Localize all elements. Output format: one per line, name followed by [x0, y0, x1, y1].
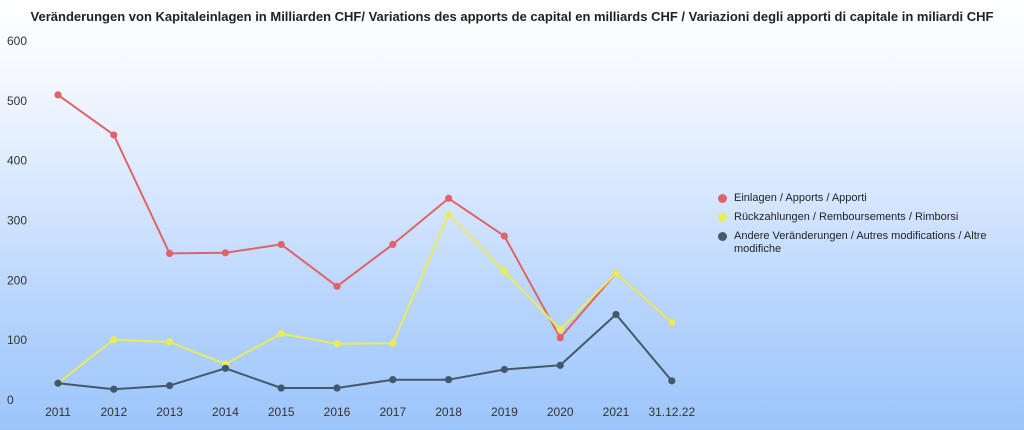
data-point — [556, 325, 564, 333]
data-point — [612, 310, 620, 319]
data-point — [277, 240, 285, 249]
data-point — [110, 335, 118, 344]
data-point — [221, 249, 229, 257]
legend-marker-icon — [718, 213, 727, 222]
data-point — [500, 365, 508, 374]
data-point — [277, 329, 285, 338]
data-point — [54, 91, 62, 99]
y-tick-label: 0 — [7, 393, 14, 407]
data-point — [277, 384, 285, 392]
legend-item[interactable]: Einlagen / Apports / Apporti — [718, 192, 1018, 205]
data-point — [110, 385, 118, 393]
x-tick-label: 2013 — [156, 405, 183, 419]
x-tick-label: 2012 — [100, 405, 127, 419]
legend-marker-icon — [718, 194, 727, 203]
series-line-1 — [57, 94, 673, 339]
y-axis: 0 100 200 300 400 500 600 — [7, 34, 27, 407]
x-tick-label: 2018 — [435, 405, 462, 419]
x-axis: 2011 2012 2013 2014 2015 2016 2017 2018 2019 2020… — [45, 405, 695, 419]
data-point — [166, 249, 174, 258]
data-point — [221, 364, 229, 372]
y-tick-label: 600 — [7, 34, 27, 48]
legend-label: Einlagen / Apports / Apporti — [734, 192, 867, 204]
data-point — [445, 210, 453, 219]
data-point — [668, 318, 676, 326]
data-point — [556, 334, 564, 342]
data-point — [333, 282, 341, 290]
x-tick-label: 2019 — [491, 405, 518, 419]
x-tick-label: 31.12.22 — [648, 405, 695, 419]
data-point — [445, 194, 453, 202]
data-point — [389, 240, 397, 249]
legend-item[interactable]: Rückzahlungen / Remboursements / Rimbors… — [718, 211, 1018, 224]
data-point — [333, 340, 341, 348]
series-layer — [54, 91, 676, 393]
x-tick-label: 2014 — [212, 405, 239, 419]
data-point — [389, 376, 397, 384]
series-line-2 — [57, 213, 673, 384]
legend: Einlagen / Apports / Apporti Rückzahlunge… — [718, 192, 1018, 262]
data-point — [166, 338, 174, 346]
data-point — [333, 384, 341, 392]
x-tick-label: 2015 — [268, 405, 295, 419]
data-point — [668, 377, 676, 385]
data-point — [110, 131, 118, 139]
x-tick-label: 2016 — [324, 405, 351, 419]
x-tick-label: 2017 — [379, 405, 406, 419]
legend-marker-icon — [718, 232, 727, 241]
data-point — [612, 269, 620, 277]
x-tick-label: 2020 — [547, 405, 574, 419]
y-tick-label: 400 — [7, 154, 27, 168]
legend-label: Rückzahlungen / Remboursements / Rimbors… — [734, 211, 959, 223]
legend-item[interactable]: Andere Veränderungen / Autres modificati… — [718, 230, 1018, 256]
data-point — [54, 379, 62, 387]
y-tick-label: 300 — [7, 214, 27, 228]
legend-label: Andere Veränderungen / Autres modificati… — [734, 230, 987, 255]
data-point — [445, 376, 453, 384]
data-point — [389, 339, 397, 347]
x-tick-label: 2011 — [45, 405, 71, 419]
chart-title: Veränderungen von Kapitaleinlagen in Mil… — [30, 9, 994, 24]
y-tick-label: 100 — [7, 333, 27, 347]
y-tick-label: 500 — [7, 94, 27, 108]
data-point — [166, 382, 174, 390]
y-tick-label: 200 — [7, 273, 27, 287]
data-point — [556, 361, 564, 369]
data-point — [500, 232, 508, 240]
x-tick-label: 2021 — [603, 405, 630, 419]
series-line-3 — [57, 313, 673, 391]
data-point — [500, 267, 508, 275]
